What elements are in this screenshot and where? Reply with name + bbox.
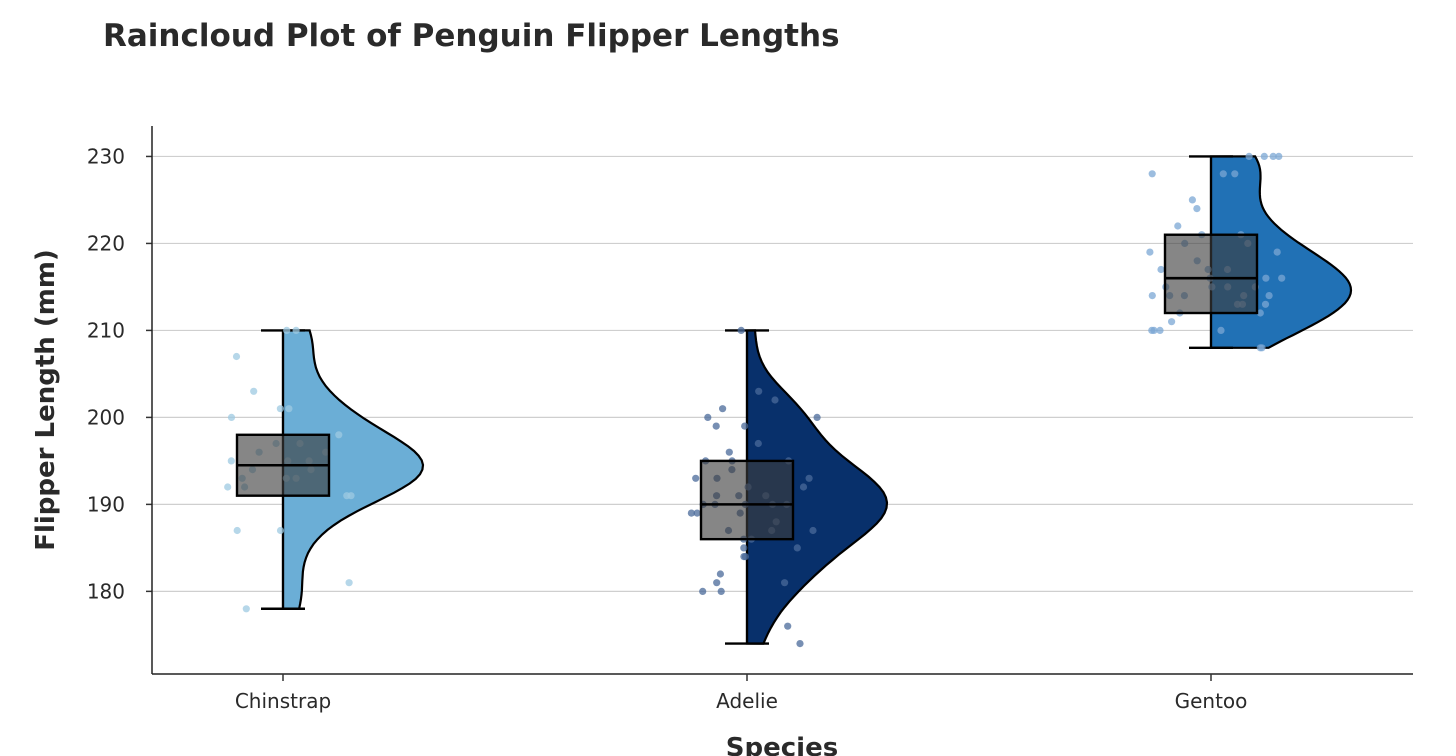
rain-point [741,422,749,430]
y-tick-label: 190 [87,492,125,516]
rain-point [1262,274,1270,282]
rain-point [1156,326,1164,334]
rain-point [345,579,353,587]
rain-point [1148,292,1156,300]
rain-point [276,405,284,413]
rain-point [285,405,293,413]
rain-point [250,387,258,395]
rain-point [292,326,300,334]
rain-point [754,439,762,448]
rain-point [771,396,779,404]
rain-point [233,526,241,535]
rain-point [227,457,235,465]
rain-point [799,483,808,491]
rain-point [1258,344,1266,352]
x-tick-label: Adelie [716,689,778,713]
series-gentoo [1146,152,1353,352]
rain-point [1273,248,1281,256]
x-tick-label: Gentoo [1175,689,1248,713]
y-tick-label: 230 [87,144,125,168]
rain-point [717,587,725,596]
rain-point [1217,326,1225,334]
rain-point [1269,152,1277,160]
rain-point [796,640,804,648]
rain-point [1148,170,1156,178]
chart-title: Raincloud Plot of Penguin Flipper Length… [103,18,840,54]
rain-point [1275,152,1283,160]
rain-point [693,509,701,517]
rain-point [224,483,232,491]
rain-point [1231,170,1239,178]
rain-point [242,605,250,613]
y-tick-label: 210 [87,318,125,342]
rain-point [809,526,817,535]
box-adelie [699,459,795,541]
rain-point [1188,196,1196,204]
series-chinstrap [224,326,425,613]
rain-point [1174,222,1182,230]
box-gentoo [1163,233,1259,315]
rain-point [725,448,733,456]
rain-point [740,544,748,552]
series-adelie [687,326,889,648]
rain-point [813,413,821,421]
rain-point [755,387,763,395]
rain-point [740,553,748,561]
x-tick-label: Chinstrap [235,689,331,713]
rain-point [704,413,712,421]
rain-point [1148,326,1156,334]
rain-point [1157,265,1165,274]
rain-point [713,579,721,587]
series-layer [224,152,1353,648]
rain-point [347,492,355,500]
rain-point [719,405,727,413]
rain-point [1219,170,1227,178]
rain-point [335,431,343,439]
violin-adelie [745,329,889,645]
rain-point [692,474,700,482]
rain-point [1168,318,1176,326]
rain-point [784,622,792,630]
rain-point [1278,274,1286,282]
rain-point [712,422,720,430]
rain-point [283,326,291,334]
y-tick-label: 200 [87,405,125,429]
rain-point [1193,205,1201,213]
rain-point [1245,152,1253,160]
y-tick-label: 180 [87,579,125,603]
rain-point [1146,248,1154,256]
rain-point [737,326,745,334]
rain-point [276,526,285,535]
x-axis-title: Species [726,733,838,756]
rain-point [232,352,241,361]
rain-point [716,570,725,578]
rain-point [1260,152,1268,160]
y-axis-title: Flipper Length (mm) [31,249,61,551]
rain-point [793,544,801,552]
rain-point [1261,300,1270,308]
axes: 180 190 200 210 220 230 Chinstrap Adelie Gentoo [87,126,1413,713]
violin-chinstrap [281,329,425,610]
rain-point [805,474,813,482]
rain-point [1265,292,1273,300]
rain-point [227,413,236,421]
y-tick-label: 220 [87,231,125,255]
rain-point [781,579,789,587]
rain-point [699,587,707,596]
rain-point [687,509,696,517]
rain-point [1256,309,1264,317]
